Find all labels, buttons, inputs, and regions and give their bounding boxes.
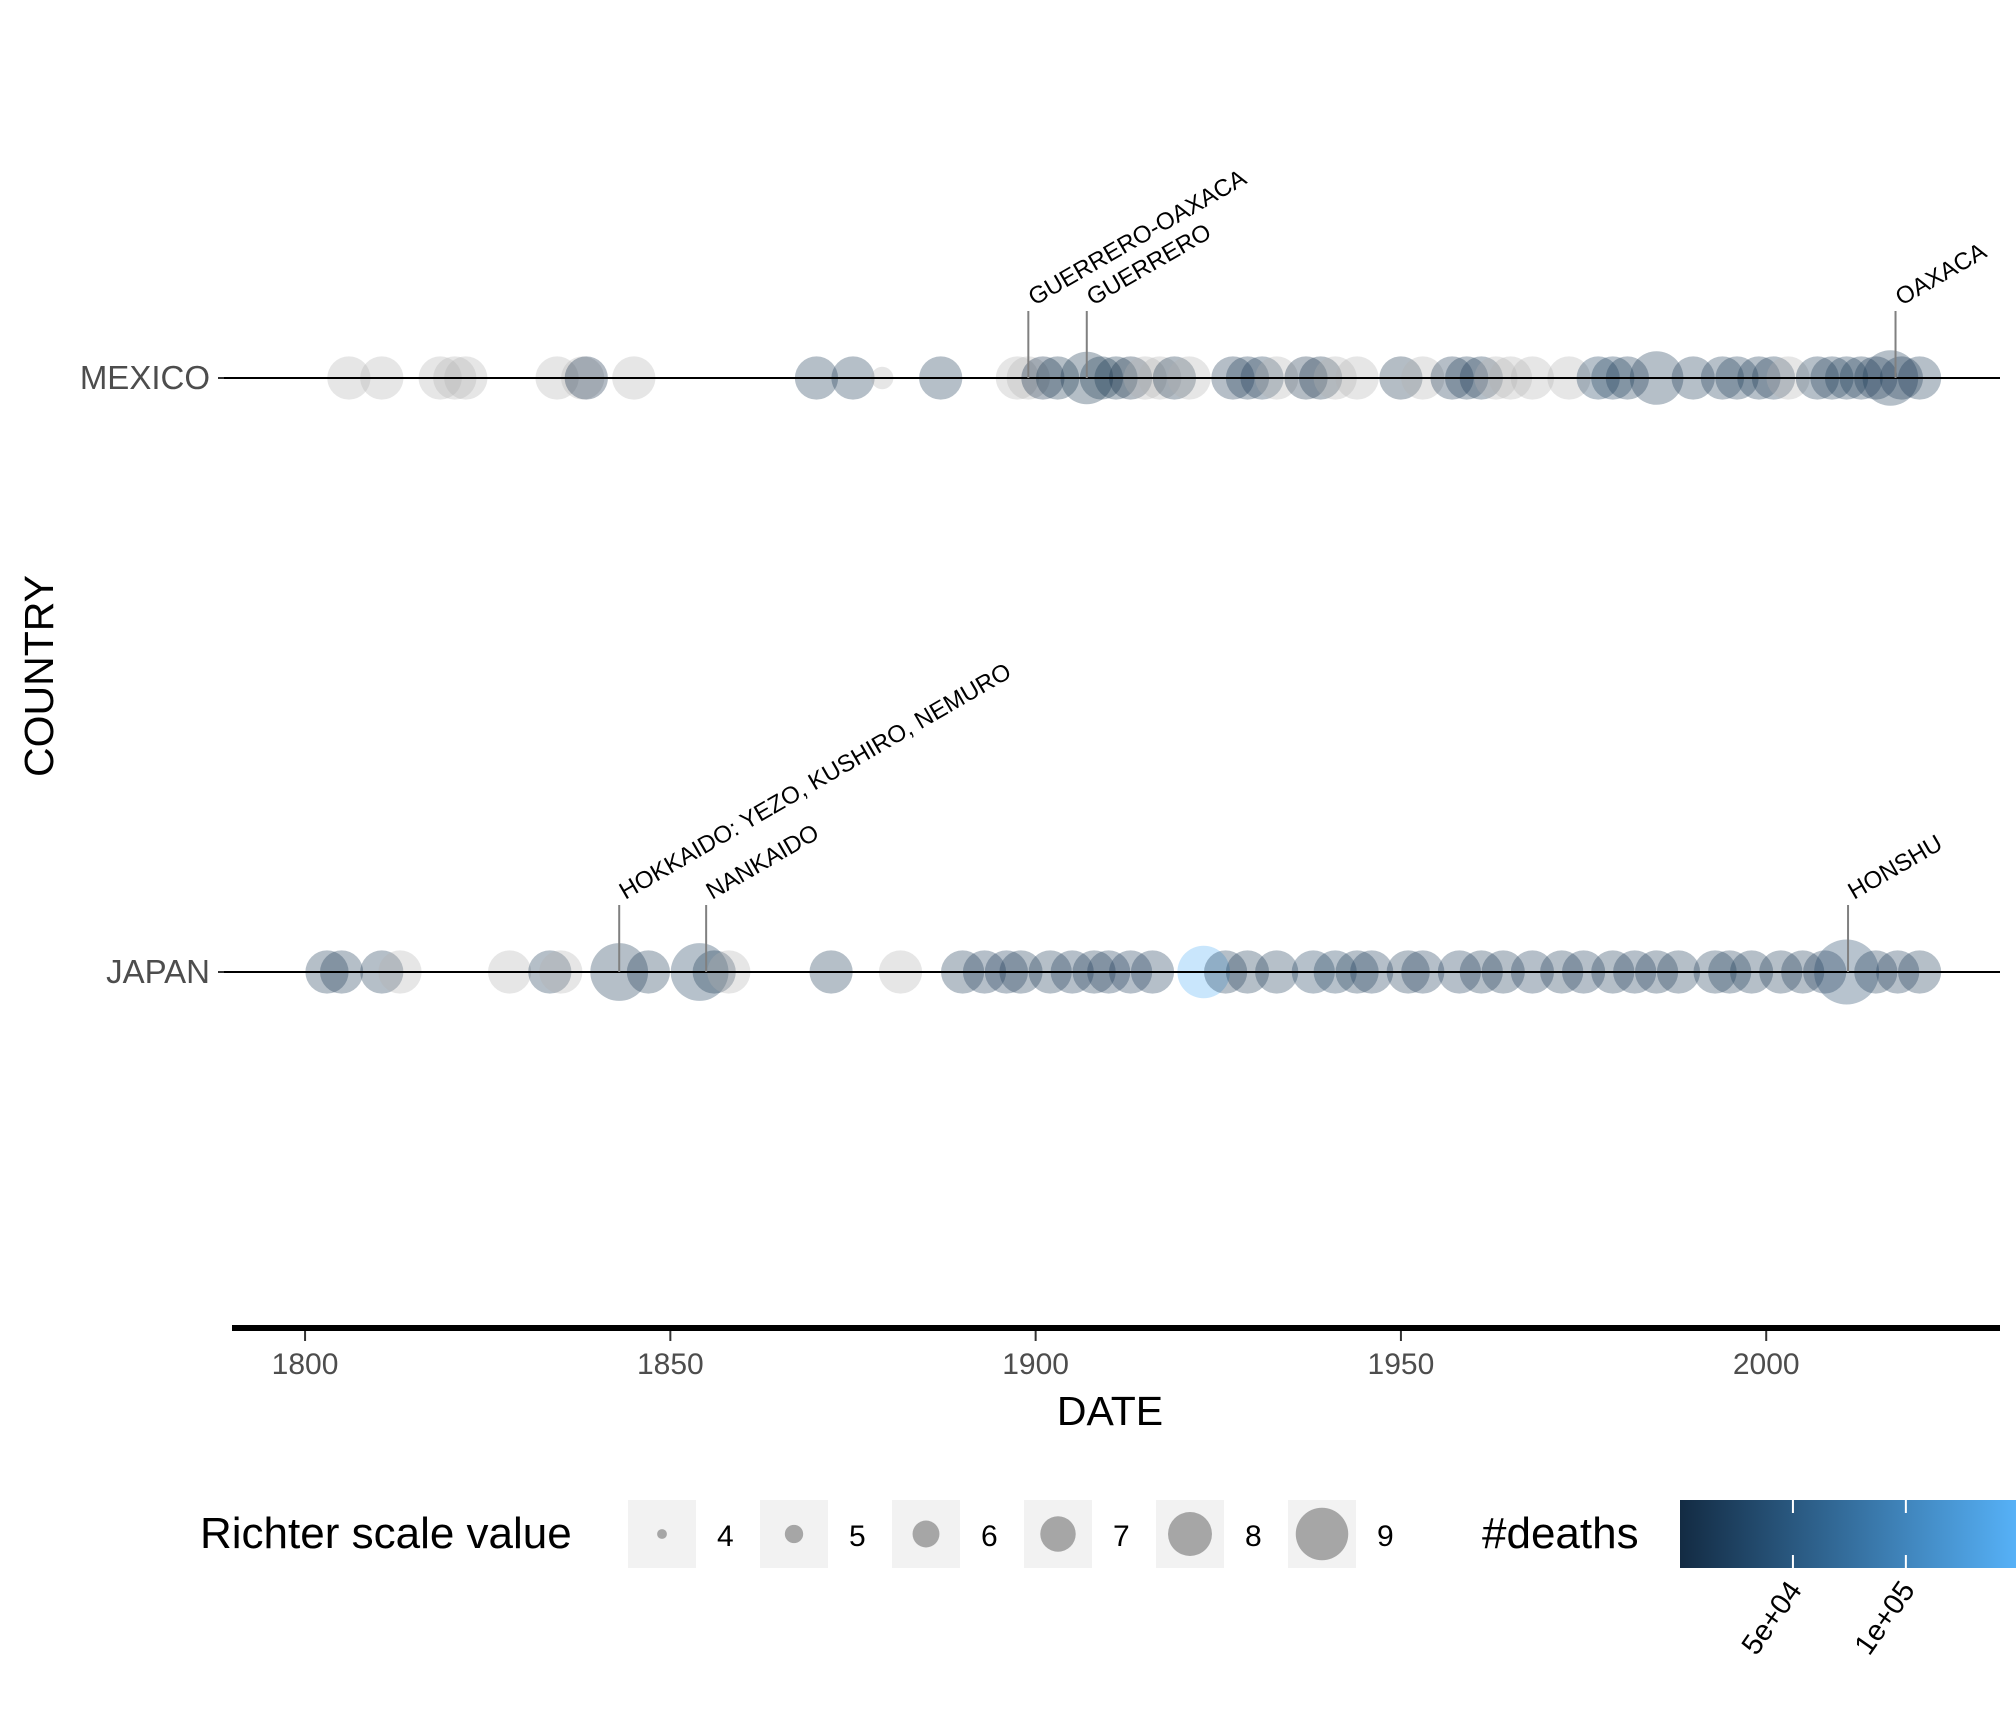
points-layer — [305, 350, 1942, 1005]
x-tick-label: 2000 — [1733, 1348, 1800, 1381]
size-legend-label: 5 — [849, 1520, 866, 1553]
x-tick-label: 1800 — [272, 1348, 339, 1381]
color-legend-label: 1e+05 — [1849, 1576, 1922, 1661]
x-tick-label: 1900 — [1002, 1348, 1069, 1381]
color-legend-bar — [1680, 1500, 2016, 1568]
size-legend-label: 8 — [1245, 1520, 1262, 1553]
y-axis-title: COUNTRY — [16, 575, 62, 777]
size-legend-label: 6 — [981, 1520, 998, 1553]
x-axis-title: DATE — [1057, 1388, 1163, 1434]
size-legend-label: 9 — [1377, 1520, 1394, 1553]
size-legend-title: Richter scale value — [200, 1509, 572, 1558]
y-tick-label: MEXICO — [80, 359, 210, 396]
size-legend-key — [1040, 1516, 1076, 1552]
y-tick-label: JAPAN — [106, 953, 210, 990]
size-legend-key — [1168, 1512, 1212, 1556]
size-legend-key — [784, 1524, 804, 1544]
x-tick-label: 1850 — [637, 1348, 704, 1381]
axes-layer: MEXICO JAPAN 1800 1850 1900 1950 2000 DATE COUNT… — [16, 359, 2000, 1434]
annotation-label: GUERRERO-OAXACA — [1024, 164, 1251, 311]
color-legend-title: #deaths — [1482, 1509, 1639, 1558]
size-legend-key — [912, 1520, 940, 1548]
legend: Richter scale value 4 5 6 7 8 9 #deaths 5e+04 1e+… — [200, 1500, 2016, 1661]
annotation-label: HOKKAIDO: YEZO, KUSHIRO, NEMURO — [615, 658, 1016, 905]
size-legend-label: 7 — [1113, 1520, 1130, 1553]
annotation-label: OAXACA — [1891, 238, 1991, 311]
color-legend-label: 5e+04 — [1736, 1576, 1809, 1661]
size-legend-label: 4 — [717, 1520, 734, 1553]
x-tick-label: 1950 — [1368, 1348, 1435, 1381]
size-legend-key — [657, 1529, 667, 1539]
annotation-label: HONSHU — [1844, 830, 1948, 905]
size-legend-key — [1295, 1507, 1349, 1561]
